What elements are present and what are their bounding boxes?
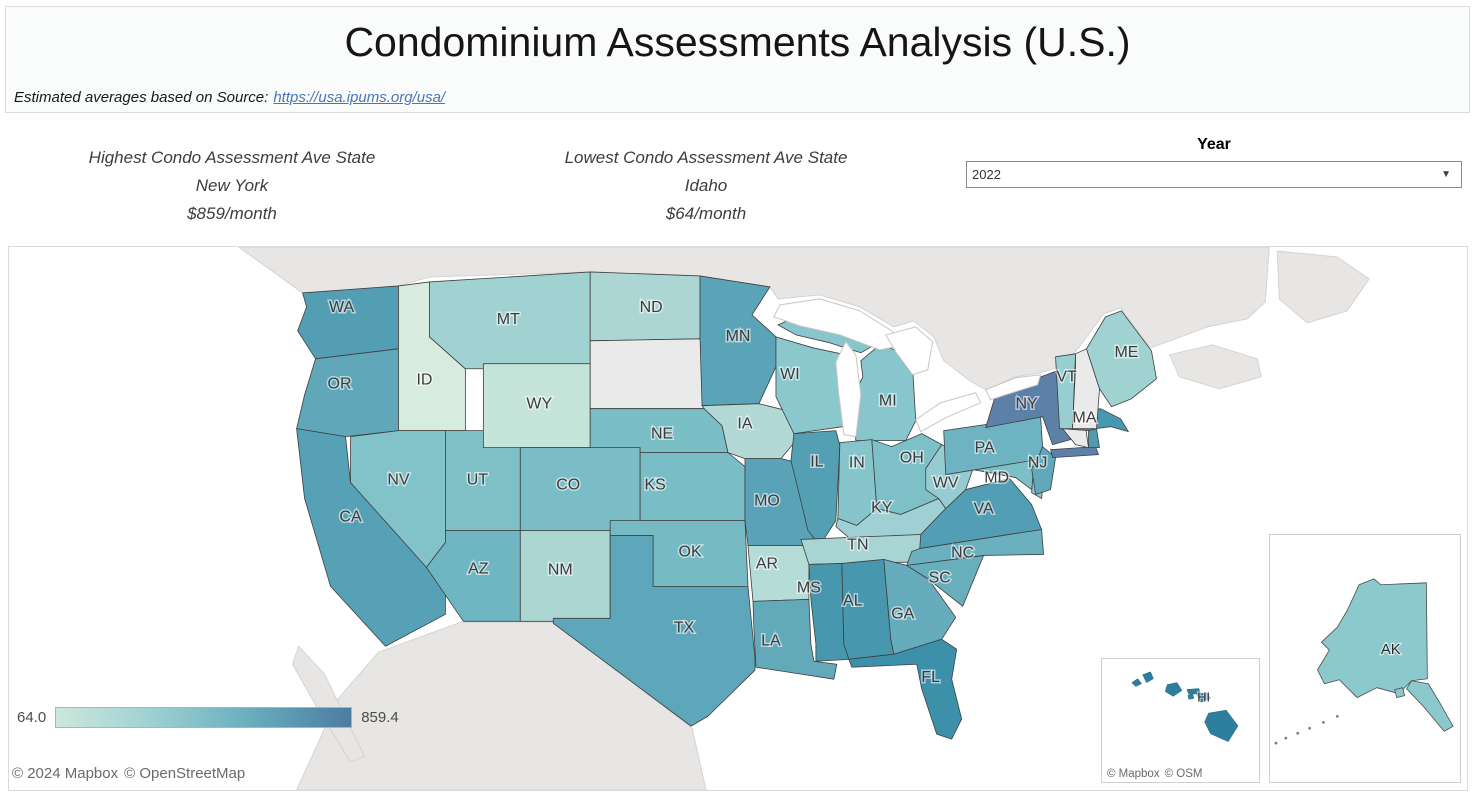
state-HI[interactable] bbox=[1186, 688, 1201, 695]
other-country-land bbox=[292, 645, 366, 763]
hawaii-inset[interactable]: HI © Mapbox © OSM bbox=[1101, 658, 1260, 783]
state-TX[interactable] bbox=[552, 535, 756, 727]
legend-gradient-bar bbox=[55, 707, 353, 728]
state-VA[interactable] bbox=[919, 478, 1042, 549]
lowest-stat-state: Idaho bbox=[684, 176, 728, 195]
state-FL[interactable] bbox=[848, 638, 963, 740]
highest-stat-state: New York bbox=[195, 176, 269, 195]
state-CO[interactable] bbox=[519, 447, 641, 531]
state-LA[interactable] bbox=[752, 598, 838, 680]
state-MT[interactable] bbox=[429, 271, 591, 370]
hawaii-map-svg[interactable]: HI bbox=[1102, 659, 1259, 782]
aleutian-island bbox=[1274, 741, 1278, 745]
state-ND[interactable] bbox=[589, 271, 701, 342]
state-HI[interactable] bbox=[1196, 692, 1211, 703]
state-CA[interactable] bbox=[296, 428, 446, 647]
great-lake bbox=[915, 392, 982, 433]
other-country-land bbox=[1168, 344, 1262, 390]
state-WY[interactable] bbox=[482, 363, 591, 449]
osm-attribution-link[interactable]: © OpenStreetMap bbox=[124, 765, 246, 782]
state-RI[interactable] bbox=[1088, 428, 1100, 449]
state-NE[interactable] bbox=[589, 408, 729, 454]
highest-stat-value: $859/month bbox=[187, 204, 277, 223]
page-title: Condominium Assessments Analysis (U.S.) bbox=[344, 19, 1131, 65]
state-OR[interactable] bbox=[296, 348, 399, 438]
subtitle: Estimated averages based on Source: https… bbox=[14, 89, 445, 106]
year-filter-label: Year bbox=[1197, 136, 1231, 153]
lowest-stat-label: Lowest Condo Assessment Ave State bbox=[564, 148, 848, 167]
subtitle-text: Estimated averages based on Source: bbox=[14, 89, 269, 106]
state-NM[interactable] bbox=[519, 530, 611, 622]
great-lake bbox=[985, 374, 1042, 401]
state-IN[interactable] bbox=[837, 439, 878, 526]
state-WI[interactable] bbox=[775, 336, 851, 435]
inset-mapbox-link[interactable]: © Mapbox bbox=[1107, 768, 1160, 780]
aleutian-island bbox=[1296, 731, 1300, 735]
inset-osm-link[interactable]: © OSM bbox=[1164, 768, 1203, 780]
lowest-stat-block: Lowest Condo Assessment Ave State Idaho … bbox=[526, 144, 886, 228]
mapbox-attribution-link[interactable]: © 2024 Mapbox bbox=[12, 765, 119, 782]
lowest-stat-value: $64/month bbox=[665, 204, 747, 223]
highest-stat-label: Highest Condo Assessment Ave State bbox=[88, 148, 376, 167]
choropleth-map[interactable]: WA OR CA ID NV UT AZ MT WY CO NM ND NE KS OK TX MN IA MO AR… bbox=[8, 246, 1468, 791]
state-AR[interactable] bbox=[747, 545, 815, 602]
highest-stat-block: Highest Condo Assessment Ave State New Y… bbox=[52, 144, 412, 228]
aleutian-island bbox=[1308, 726, 1311, 730]
state-HI[interactable] bbox=[1142, 671, 1154, 683]
state-HI[interactable] bbox=[1131, 678, 1142, 687]
alaska-map-svg[interactable]: AK bbox=[1270, 535, 1460, 782]
state-HI[interactable] bbox=[1204, 709, 1239, 742]
great-lake bbox=[773, 298, 906, 351]
state-HI[interactable] bbox=[1187, 694, 1195, 700]
aleutian-island bbox=[1335, 715, 1339, 718]
year-dropdown-value: 2022 bbox=[972, 167, 1001, 182]
aleutian-island bbox=[1284, 736, 1288, 740]
state-WA[interactable] bbox=[297, 285, 399, 360]
state-AK[interactable] bbox=[1394, 687, 1405, 698]
state-HI[interactable] bbox=[1165, 682, 1183, 697]
aleutian-island bbox=[1322, 720, 1325, 724]
state-AK[interactable] bbox=[1406, 680, 1454, 732]
color-legend: 64.0 859.4 bbox=[17, 707, 399, 728]
legend-max-value: 859.4 bbox=[361, 709, 399, 726]
header: Condominium Assessments Analysis (U.S.) … bbox=[5, 6, 1470, 113]
alaska-inset[interactable]: AK bbox=[1269, 534, 1461, 783]
year-dropdown[interactable]: 2022 ▼ bbox=[966, 161, 1462, 188]
state-KS[interactable] bbox=[639, 452, 746, 521]
hawaii-inset-attribution: © Mapbox © OSM bbox=[1105, 768, 1210, 780]
great-lake bbox=[885, 326, 934, 376]
map-attribution: © 2024 Mapbox © OpenStreetMap bbox=[9, 763, 260, 785]
source-link[interactable]: https://usa.ipums.org/usa/ bbox=[273, 89, 446, 106]
state-VT[interactable] bbox=[1055, 353, 1076, 430]
legend-min-value: 64.0 bbox=[17, 709, 47, 726]
state-SD[interactable] bbox=[589, 338, 707, 410]
other-country-land bbox=[1276, 250, 1370, 324]
great-lake bbox=[835, 341, 862, 438]
state-ME[interactable] bbox=[1086, 310, 1157, 408]
state-NY[interactable] bbox=[1050, 446, 1099, 459]
state-AK[interactable] bbox=[1317, 578, 1428, 698]
state-MN[interactable] bbox=[699, 275, 777, 407]
caret-down-icon: ▼ bbox=[1441, 169, 1451, 180]
